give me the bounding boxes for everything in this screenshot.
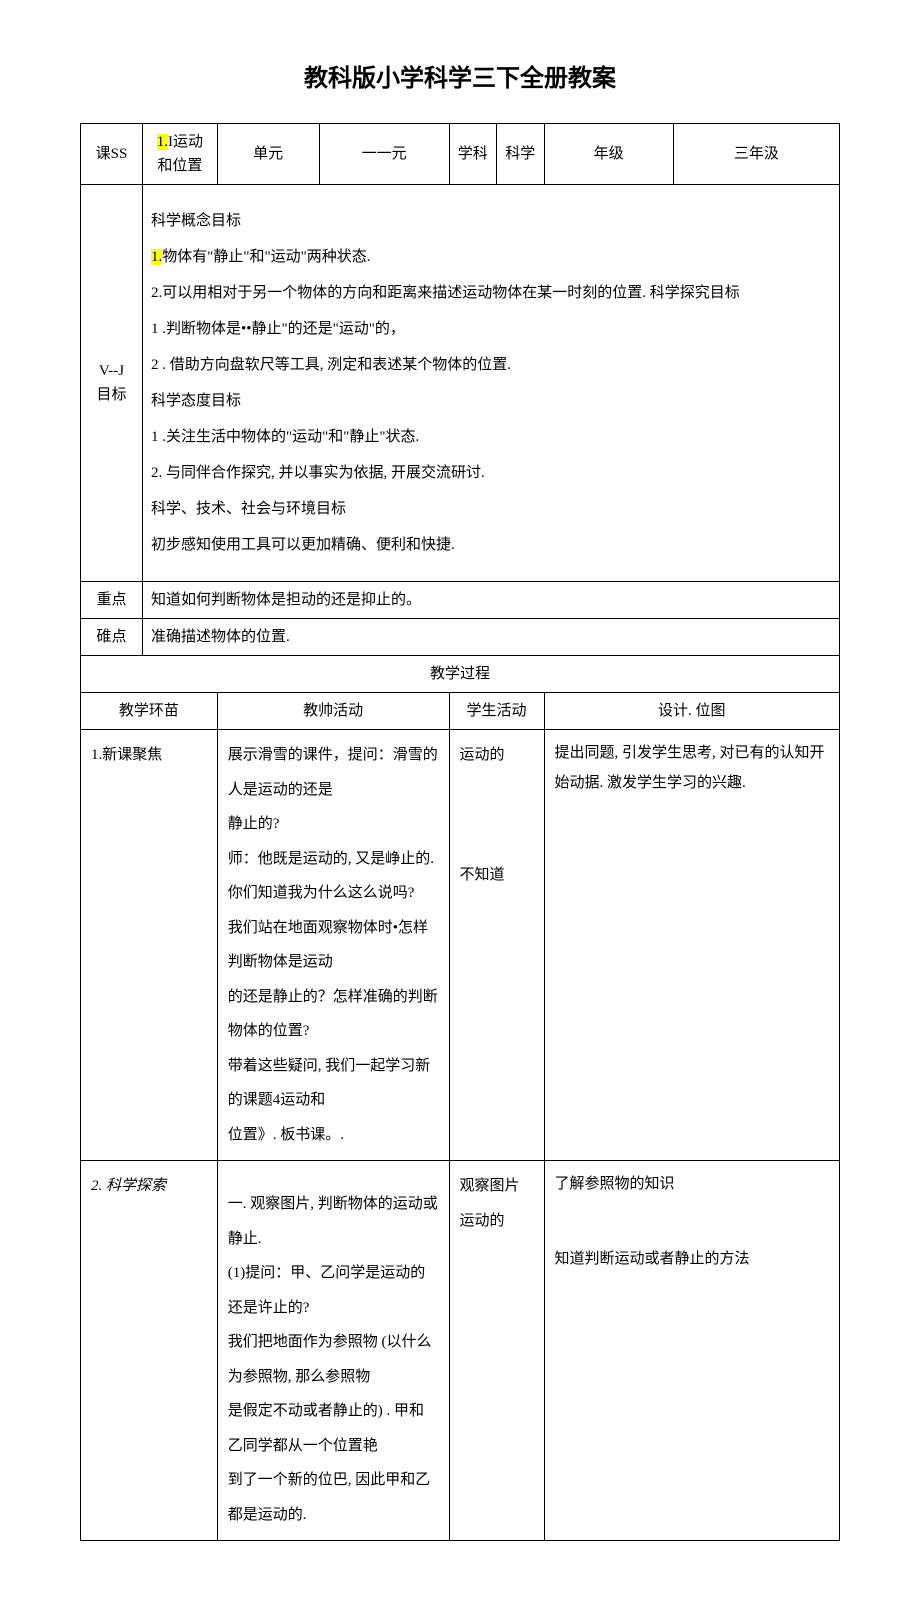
row2-teacher-l1: 一. 观察图片, 判断物体的运动或静止. [228,1187,439,1256]
row2-design: 了解参照物的知识 知道判断运动或者静止的方法 [544,1161,840,1541]
row2-student-2: 运动的 [460,1204,534,1239]
row2-teacher-l3: 我们把地面作为参照物 (以什么为参照物, 那么参照物 [228,1325,439,1394]
row1-teacher-l6: 的还是静止的？怎样准确的判断物体的位置? [228,980,439,1049]
row1-student-2: 不知道 [460,858,534,893]
row2-teacher: 一. 观察图片, 判断物体的运动或静止. (1)提问：甲、乙问学是运动的还是许止… [217,1161,449,1541]
inquiry-1: 1 .判断物体是••静止"的还是"运动"的， [151,311,831,347]
grade-value: 三年汲 [673,124,839,185]
header-table: 课SS 1.I运动和位置 单元 一一元 学科 科学 年级 三年汲 V--J 目标… [80,123,840,1541]
row1-teacher-l5: 我们站在地面观察物体时•怎样判断物体是运动 [228,911,439,980]
process-col4: 设计. 位图 [544,693,840,730]
course-value-cell: 1.I运动和位置 [143,124,218,185]
concept-title: 科学概念目标 [151,203,831,239]
concept-1-prefix: 1. [151,249,162,265]
objectives-content: 科学概念目标 1.物体有"静止"和"运动"两种状态. 2.可以用相对于另一个物体… [143,185,840,582]
process-col2: 教帅活动 [217,693,449,730]
tech-1: 初步感知使用工具可以更加精确、便利和快捷. [151,527,831,563]
difficult-content: 准确描述物体的位置. [143,619,840,656]
objectives-label: V--J 目标 [81,185,143,582]
row1-teacher-l1: 展示滑雪的课件，提问：滑雪的人是运动的还是 [228,738,439,807]
row2-teacher-l5: 到了一个新的位巴, 因此甲和乙都是运动的. [228,1463,439,1532]
attitude-1: 1 .关注生活中物体的"运动"和"静止"状态. [151,419,831,455]
row1-student: 运动的 不知道 [449,730,544,1161]
course-label: 课SS [81,124,143,185]
row1-teacher-l8: 位置》. 板书课。. [228,1118,439,1153]
unit-label: 单元 [217,124,319,185]
inquiry-2: 2 . 借助方向盘软尺等工具, 洌定和表述某个物体的位置. [151,347,831,383]
tech-title: 科学、技术、社会与环境目标 [151,491,831,527]
concept-2: 2.可以用相对于另一个物体的方向和距离来描述运动物体在某一时刻的位置. 科学探究… [151,275,831,311]
row2-teacher-l2: (1)提问：甲、乙问学是运动的还是许止的? [228,1256,439,1325]
objectives-label-2: 目标 [89,383,134,407]
row1-design: 提出同题, 引发学生思考, 对已有的认知开始动据. 激发学生学习的兴趣. [544,730,840,1161]
subject-value: 科学 [497,124,544,185]
row1-student-1: 运动的 [460,738,534,773]
grade-label: 年级 [544,124,673,185]
row2-student: 观察图片 运动的 [449,1161,544,1541]
process-col1: 教学环苗 [81,693,218,730]
unit-value: 一一元 [319,124,449,185]
row1-teacher-l4: 你们知道我为什么这么说吗? [228,876,439,911]
row1-teacher-l7: 带着这些疑问, 我们一起学习新的课题4运动和 [228,1049,439,1118]
objectives-label-1: V--J [89,359,134,383]
subject-label: 学科 [449,124,496,185]
row2-stage: 2. 科学探索 [81,1161,218,1541]
row2-teacher-l4: 是假定不动或者静止的) . 甲和乙同学都从一个位置艳 [228,1394,439,1463]
keypoint-label: 重点 [81,582,143,619]
row1-teacher: 展示滑雪的课件，提问：滑雪的人是运动的还是 静止的? 师：他既是运动的, 又是峥… [217,730,449,1161]
document-title: 教科版小学科学三下全册教案 [80,60,840,98]
keypoint-content: 知道如何判断物体是担动的还是抑止的。 [143,582,840,619]
row2-student-1: 观察图片 [460,1169,534,1204]
attitude-2: 2. 与同伴合作探究, 并以事实为依据, 开展交流研讨. [151,455,831,491]
process-title: 教学过程 [81,656,840,693]
course-prefix: 1. [157,134,168,150]
row1-stage: 1.新课聚焦 [81,730,218,1161]
attitude-title: 科学态度目标 [151,383,831,419]
row1-teacher-l2: 静止的? [228,807,439,842]
row2-design-1: 了解参照物的知识 [555,1169,830,1199]
difficult-label: 碓点 [81,619,143,656]
process-col3: 学生活动 [449,693,544,730]
concept-1: 物体有"静止"和"运动"两种状态. [162,249,370,265]
row2-design-2: 知道判断运动或者静止的方法 [555,1244,830,1274]
row1-teacher-l3: 师：他既是运动的, 又是峥止的. [228,842,439,877]
